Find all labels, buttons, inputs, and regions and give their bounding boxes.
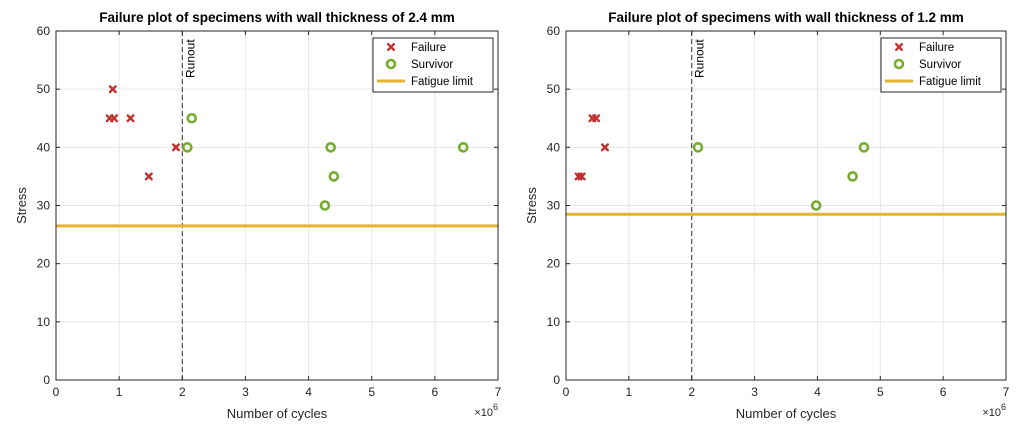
- x-axis-label: Number of cycles: [227, 406, 328, 421]
- x-tick-label: 5: [368, 385, 375, 399]
- y-tick-label: 50: [547, 82, 561, 96]
- failure-point: [577, 172, 586, 181]
- survivor-point: [182, 142, 193, 153]
- failure-point: [592, 114, 601, 123]
- y-axis-label: Stress: [14, 187, 29, 224]
- legend: Failure Survivor Fatigue limit: [880, 37, 1002, 93]
- x-axis-multiplier: ×10: [474, 407, 493, 419]
- x-tick-label: 4: [814, 385, 821, 399]
- legend-label: Survivor: [411, 59, 453, 71]
- x-tick-label: 0: [563, 385, 570, 399]
- legend-box: [880, 37, 1002, 93]
- x-axis-multiplier: ×10: [982, 407, 1001, 419]
- x-tick-label: 7: [495, 385, 502, 399]
- legend-label: Failure: [919, 42, 954, 54]
- survivor-point: [319, 200, 331, 211]
- x-tick-label: 5: [877, 385, 884, 399]
- x-tick-label: 1: [626, 385, 633, 399]
- legend-survivor-marker: [893, 58, 905, 70]
- x-axis-exponent: ×106: [474, 402, 498, 419]
- x-tick-label: 3: [751, 385, 758, 399]
- failure-point: [600, 143, 609, 152]
- x-tick-label: 2: [688, 385, 695, 399]
- survivor-point: [328, 171, 340, 182]
- legend-label: Fatigue limit: [919, 76, 982, 88]
- y-tick-label: 0: [553, 373, 560, 387]
- failure-point: [171, 143, 180, 152]
- y-tick-label: 0: [43, 373, 50, 387]
- survivor-point: [692, 142, 704, 153]
- y-tick-label: 10: [37, 315, 51, 329]
- x-tick-label: 3: [242, 385, 249, 399]
- y-tick-label: 10: [547, 315, 561, 329]
- survivor-point: [858, 142, 870, 153]
- failure-point: [108, 85, 117, 94]
- x-tick-label: 1: [116, 385, 123, 399]
- legend-label: Failure: [411, 42, 446, 54]
- legend-survivor-marker: [385, 58, 397, 70]
- y-tick-label: 50: [37, 82, 51, 96]
- x-tick-label: 6: [432, 385, 439, 399]
- x-tick-label: 7: [1003, 385, 1010, 399]
- failure-point: [144, 172, 153, 181]
- legend-failure-marker: [895, 43, 903, 51]
- y-tick-label: 30: [37, 199, 51, 213]
- x-axis-exponent: ×106: [982, 402, 1006, 419]
- failure-point: [126, 114, 135, 123]
- legend-failure-marker: [387, 43, 395, 51]
- legend-label: Fatigue limit: [411, 76, 474, 88]
- y-tick-label: 60: [37, 24, 51, 38]
- x-axis-exponent-power: 6: [493, 402, 498, 412]
- x-tick-label: 6: [940, 385, 947, 399]
- x-tick-label: 2: [179, 385, 186, 399]
- legend-box: [372, 37, 494, 93]
- y-tick-label: 30: [547, 199, 561, 213]
- x-tick-label: 0: [53, 385, 60, 399]
- survivor-point: [457, 142, 469, 153]
- y-tick-label: 60: [547, 24, 561, 38]
- survivor-point: [810, 200, 822, 211]
- y-tick-label: 40: [37, 140, 51, 154]
- y-tick-label: 40: [547, 140, 561, 154]
- failure-point: [110, 114, 119, 123]
- survivor-point: [325, 142, 336, 153]
- runout-label: Runout: [693, 39, 707, 78]
- survivor-point: [186, 112, 198, 124]
- y-tick-label: 20: [547, 257, 561, 271]
- x-tick-label: 4: [305, 385, 312, 399]
- legend: Failure Survivor Fatigue limit: [372, 37, 494, 93]
- x-axis-exponent-power: 6: [1001, 402, 1006, 412]
- legend-label: Survivor: [919, 59, 961, 71]
- y-tick-label: 20: [37, 257, 51, 271]
- runout-label: Runout: [183, 39, 197, 78]
- chart-title: Failure plot of specimens with wall thic…: [608, 10, 964, 25]
- y-axis-label: Stress: [524, 187, 539, 224]
- survivor-point: [847, 171, 858, 182]
- x-axis-label: Number of cycles: [736, 406, 837, 421]
- chart-title: Failure plot of specimens with wall thic…: [99, 10, 455, 25]
